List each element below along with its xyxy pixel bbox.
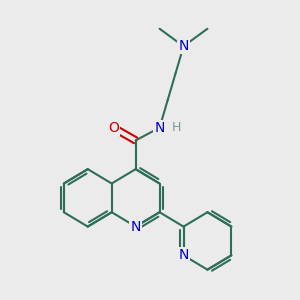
Text: N: N	[178, 39, 189, 53]
Text: N: N	[154, 121, 165, 135]
Text: N: N	[130, 220, 141, 234]
Text: O: O	[108, 121, 119, 135]
Text: H: H	[172, 121, 181, 134]
Text: N: N	[178, 248, 189, 262]
